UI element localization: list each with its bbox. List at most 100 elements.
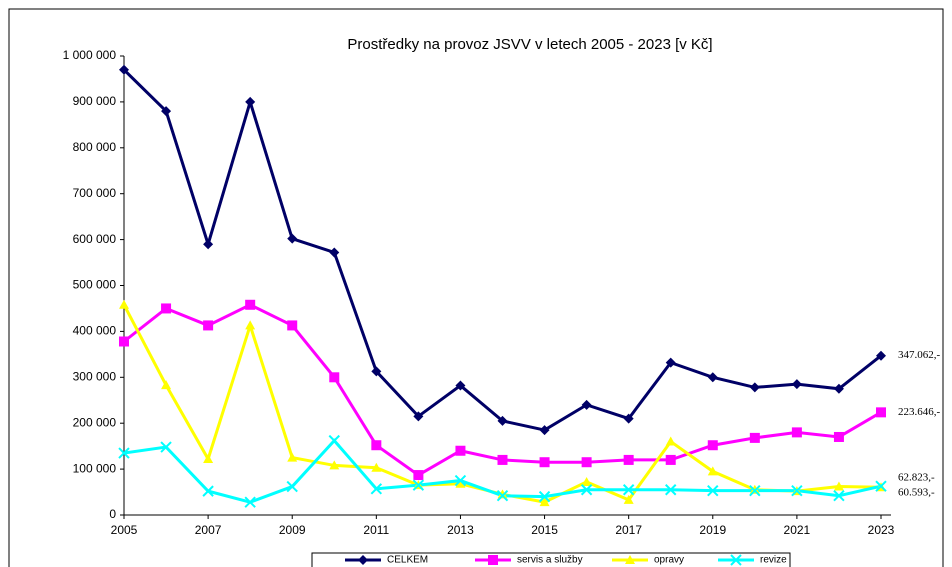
data-point	[161, 303, 172, 314]
x-tick-label: 2013	[447, 523, 474, 537]
data-point	[287, 452, 298, 462]
value-label: 60.593,-	[898, 487, 935, 499]
legend-label: CELKEM	[387, 555, 428, 566]
data-point	[707, 484, 719, 497]
data-point	[496, 490, 509, 502]
data-point	[581, 457, 592, 468]
data-point	[833, 481, 844, 491]
y-tick-label: 700 000	[73, 186, 117, 200]
data-point	[371, 462, 382, 472]
x-tick-label: 2021	[784, 523, 811, 537]
data-point	[412, 479, 425, 491]
data-point	[245, 299, 256, 310]
x-tick-label: 2005	[111, 523, 138, 537]
data-point	[370, 483, 383, 495]
data-point	[665, 484, 677, 496]
data-point	[833, 490, 845, 502]
data-point	[497, 489, 508, 499]
legend-label: opravy	[654, 555, 684, 566]
data-point	[287, 320, 298, 331]
data-point	[203, 239, 214, 250]
data-point	[161, 106, 172, 117]
x-tick-label: 2009	[279, 523, 306, 537]
data-point	[245, 96, 256, 107]
x-tick-label: 2017	[615, 523, 642, 537]
data-point	[161, 380, 172, 390]
y-tick-label: 400 000	[73, 324, 117, 338]
legend-label: servis a služby	[517, 555, 583, 566]
data-point	[454, 474, 467, 487]
value-label: 62.823,-	[898, 472, 935, 484]
chart-frame	[8, 8, 944, 567]
data-point	[329, 372, 340, 383]
chart-title: Prostředky na provoz JSVV v letech 2005 …	[347, 36, 712, 53]
data-point	[623, 494, 634, 504]
value-label: 347.062,-	[898, 349, 941, 361]
data-point	[245, 320, 256, 330]
data-point	[286, 480, 298, 493]
data-point	[539, 425, 550, 436]
data-point	[791, 379, 802, 390]
x-tick-label: 2023	[868, 523, 895, 537]
y-tick-label: 100 000	[73, 461, 117, 475]
data-point	[749, 484, 760, 494]
data-point	[371, 440, 382, 451]
data-point	[119, 64, 129, 75]
legend-box	[311, 552, 791, 567]
data-point	[160, 441, 172, 453]
x-tick-label: 2019	[699, 523, 726, 537]
data-point	[876, 350, 886, 361]
data-point	[202, 485, 214, 497]
data-point	[622, 484, 635, 496]
data-point	[539, 497, 550, 507]
data-point	[244, 496, 256, 508]
y-tick-label: 300 000	[73, 369, 117, 383]
data-point	[833, 383, 844, 394]
x-tick-label: 2011	[363, 523, 389, 537]
data-point	[707, 440, 718, 451]
data-point	[287, 233, 298, 244]
data-point	[329, 460, 340, 470]
data-point	[833, 431, 844, 442]
data-point	[203, 454, 214, 464]
data-point	[455, 380, 466, 391]
y-tick-label: 500 000	[73, 278, 117, 292]
data-point	[749, 382, 760, 393]
data-point	[329, 247, 340, 258]
data-point	[707, 372, 718, 383]
data-point	[539, 457, 550, 468]
data-point	[203, 320, 214, 331]
y-tick-label: 800 000	[73, 140, 117, 154]
legend-marker	[358, 555, 368, 565]
data-point	[791, 427, 802, 438]
data-point	[623, 413, 634, 424]
data-point	[791, 484, 803, 497]
data-point	[749, 484, 761, 497]
data-point	[413, 411, 424, 422]
data-point	[119, 336, 129, 347]
legend-label: revize	[760, 555, 787, 566]
data-point	[749, 432, 760, 443]
data-point	[455, 478, 466, 488]
data-point	[455, 445, 466, 456]
data-point	[328, 434, 340, 447]
data-point	[538, 490, 551, 503]
value-label: 223.646,-	[898, 406, 941, 418]
data-point	[623, 454, 634, 465]
data-point	[413, 470, 424, 481]
data-point	[876, 407, 886, 418]
legend-marker	[730, 554, 742, 566]
data-point	[580, 484, 593, 496]
y-tick-label: 900 000	[73, 94, 117, 108]
y-tick-label: 0	[109, 507, 116, 521]
x-tick-label: 2007	[195, 523, 222, 537]
y-tick-label: 600 000	[73, 232, 117, 246]
data-point	[118, 447, 130, 459]
data-point	[875, 480, 887, 492]
data-point	[497, 454, 508, 465]
x-tick-label: 2015	[531, 523, 558, 537]
data-point	[119, 299, 129, 309]
data-point	[581, 399, 592, 410]
legend-marker	[488, 555, 498, 565]
